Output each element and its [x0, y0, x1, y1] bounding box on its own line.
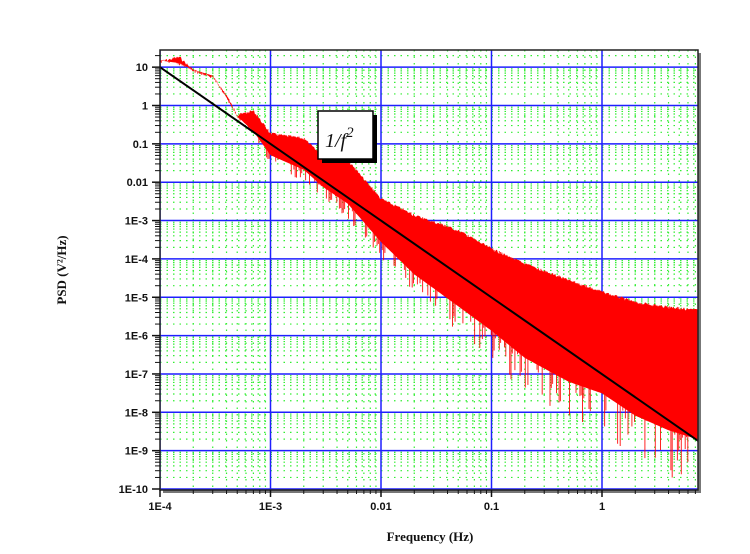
- x-axis-label: Frequency (Hz): [387, 529, 474, 544]
- y-tick-label: 1E-8: [125, 407, 148, 419]
- x-tick-label: 0.01: [370, 501, 391, 513]
- x-tick-label: 1E-4: [148, 501, 172, 513]
- y-tick-label: 0.1: [133, 139, 148, 151]
- y-tick-label: 1E-4: [125, 254, 149, 266]
- measured-psd-series: [160, 56, 698, 478]
- y-tick-label: 10: [136, 62, 148, 74]
- y-tick-label: 1: [142, 101, 148, 113]
- y-tick-label: 1E-7: [125, 369, 148, 381]
- x-tick-label: 1E-3: [259, 501, 282, 513]
- y-tick-label: 1E-3: [125, 216, 148, 228]
- y-tick-label: 1E-9: [125, 446, 148, 458]
- major-grid: [160, 50, 698, 490]
- y-axis: 10 1 0.1 0.01 1E-3 1E-4 1E-5 1E-6 1E-7 1E-8 1E-9 1E…: [119, 55, 160, 496]
- y-tick-label: 1E-5: [125, 292, 148, 304]
- y-tick-label: 1E-10: [119, 484, 148, 496]
- x-axis: 1E-4 1E-3 0.01 0.1 1: [148, 490, 696, 513]
- x-tick-label: 0.1: [484, 501, 499, 513]
- fit-line-series: [160, 66, 698, 442]
- y-tick-label: 0.01: [127, 177, 148, 189]
- x-tick-label: 1: [599, 501, 605, 513]
- y-axis-label: PSD (V²/Hz): [54, 235, 69, 304]
- y-tick-label: 1E-6: [125, 331, 148, 343]
- annotation-box: 1/f2: [317, 110, 377, 163]
